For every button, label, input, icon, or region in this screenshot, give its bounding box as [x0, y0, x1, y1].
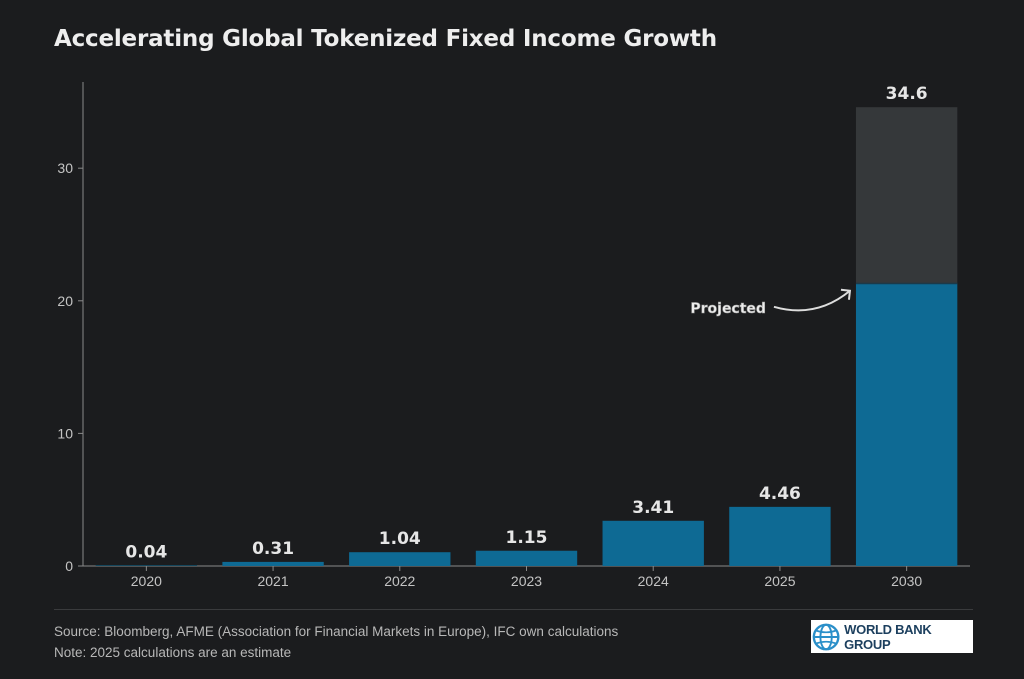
x-tick-label: 2025 [764, 573, 795, 589]
chart-title: Accelerating Global Tokenized Fixed Inco… [54, 26, 717, 52]
x-tick-label: 2021 [257, 573, 288, 589]
bar-2030 [855, 283, 958, 566]
data-label: 34.6 [886, 84, 928, 104]
annotation-arrow [773, 290, 851, 312]
bar-2022 [349, 552, 451, 566]
bar-2020 [95, 565, 198, 566]
y-tick-label: 20 [57, 293, 73, 309]
bar-chart: 01020300.0420200.3120211.0420221.1520233… [57, 82, 970, 589]
data-label: 1.15 [506, 528, 548, 548]
globe-icon [812, 623, 840, 650]
x-tick-label: 2020 [131, 573, 162, 589]
footer-notes: Source: Bloomberg, AFME (Association for… [54, 621, 618, 663]
bar-2021 [222, 561, 324, 566]
y-tick-label: 0 [65, 558, 73, 574]
data-label: 1.04 [379, 529, 421, 549]
projected-bar-segment [855, 107, 958, 284]
data-label: 0.04 [125, 542, 167, 562]
x-tick-label: 2022 [384, 573, 415, 589]
x-tick-label: 2024 [638, 573, 669, 589]
x-tick-label: 2023 [511, 573, 542, 589]
data-label: 0.31 [252, 539, 294, 559]
data-label: 3.41 [632, 498, 674, 518]
logo-text: WORLD BANK GROUP [844, 621, 932, 652]
bar-2025 [729, 506, 831, 566]
projected-annotation: Projected [690, 301, 766, 317]
bar-2024 [602, 520, 704, 566]
arrow-head-icon [840, 288, 852, 300]
world-bank-group-logo: WORLD BANK GROUP [811, 620, 973, 653]
bar-2023 [475, 550, 578, 566]
y-tick-label: 30 [57, 160, 73, 176]
x-tick-label: 2030 [891, 573, 922, 589]
data-label: 4.46 [759, 484, 801, 504]
divider [54, 609, 973, 610]
note-text: Note: 2025 calculations are an estimate [54, 645, 292, 660]
y-tick-label: 10 [57, 425, 73, 441]
source-text: Source: Bloomberg, AFME (Association for… [54, 624, 619, 639]
